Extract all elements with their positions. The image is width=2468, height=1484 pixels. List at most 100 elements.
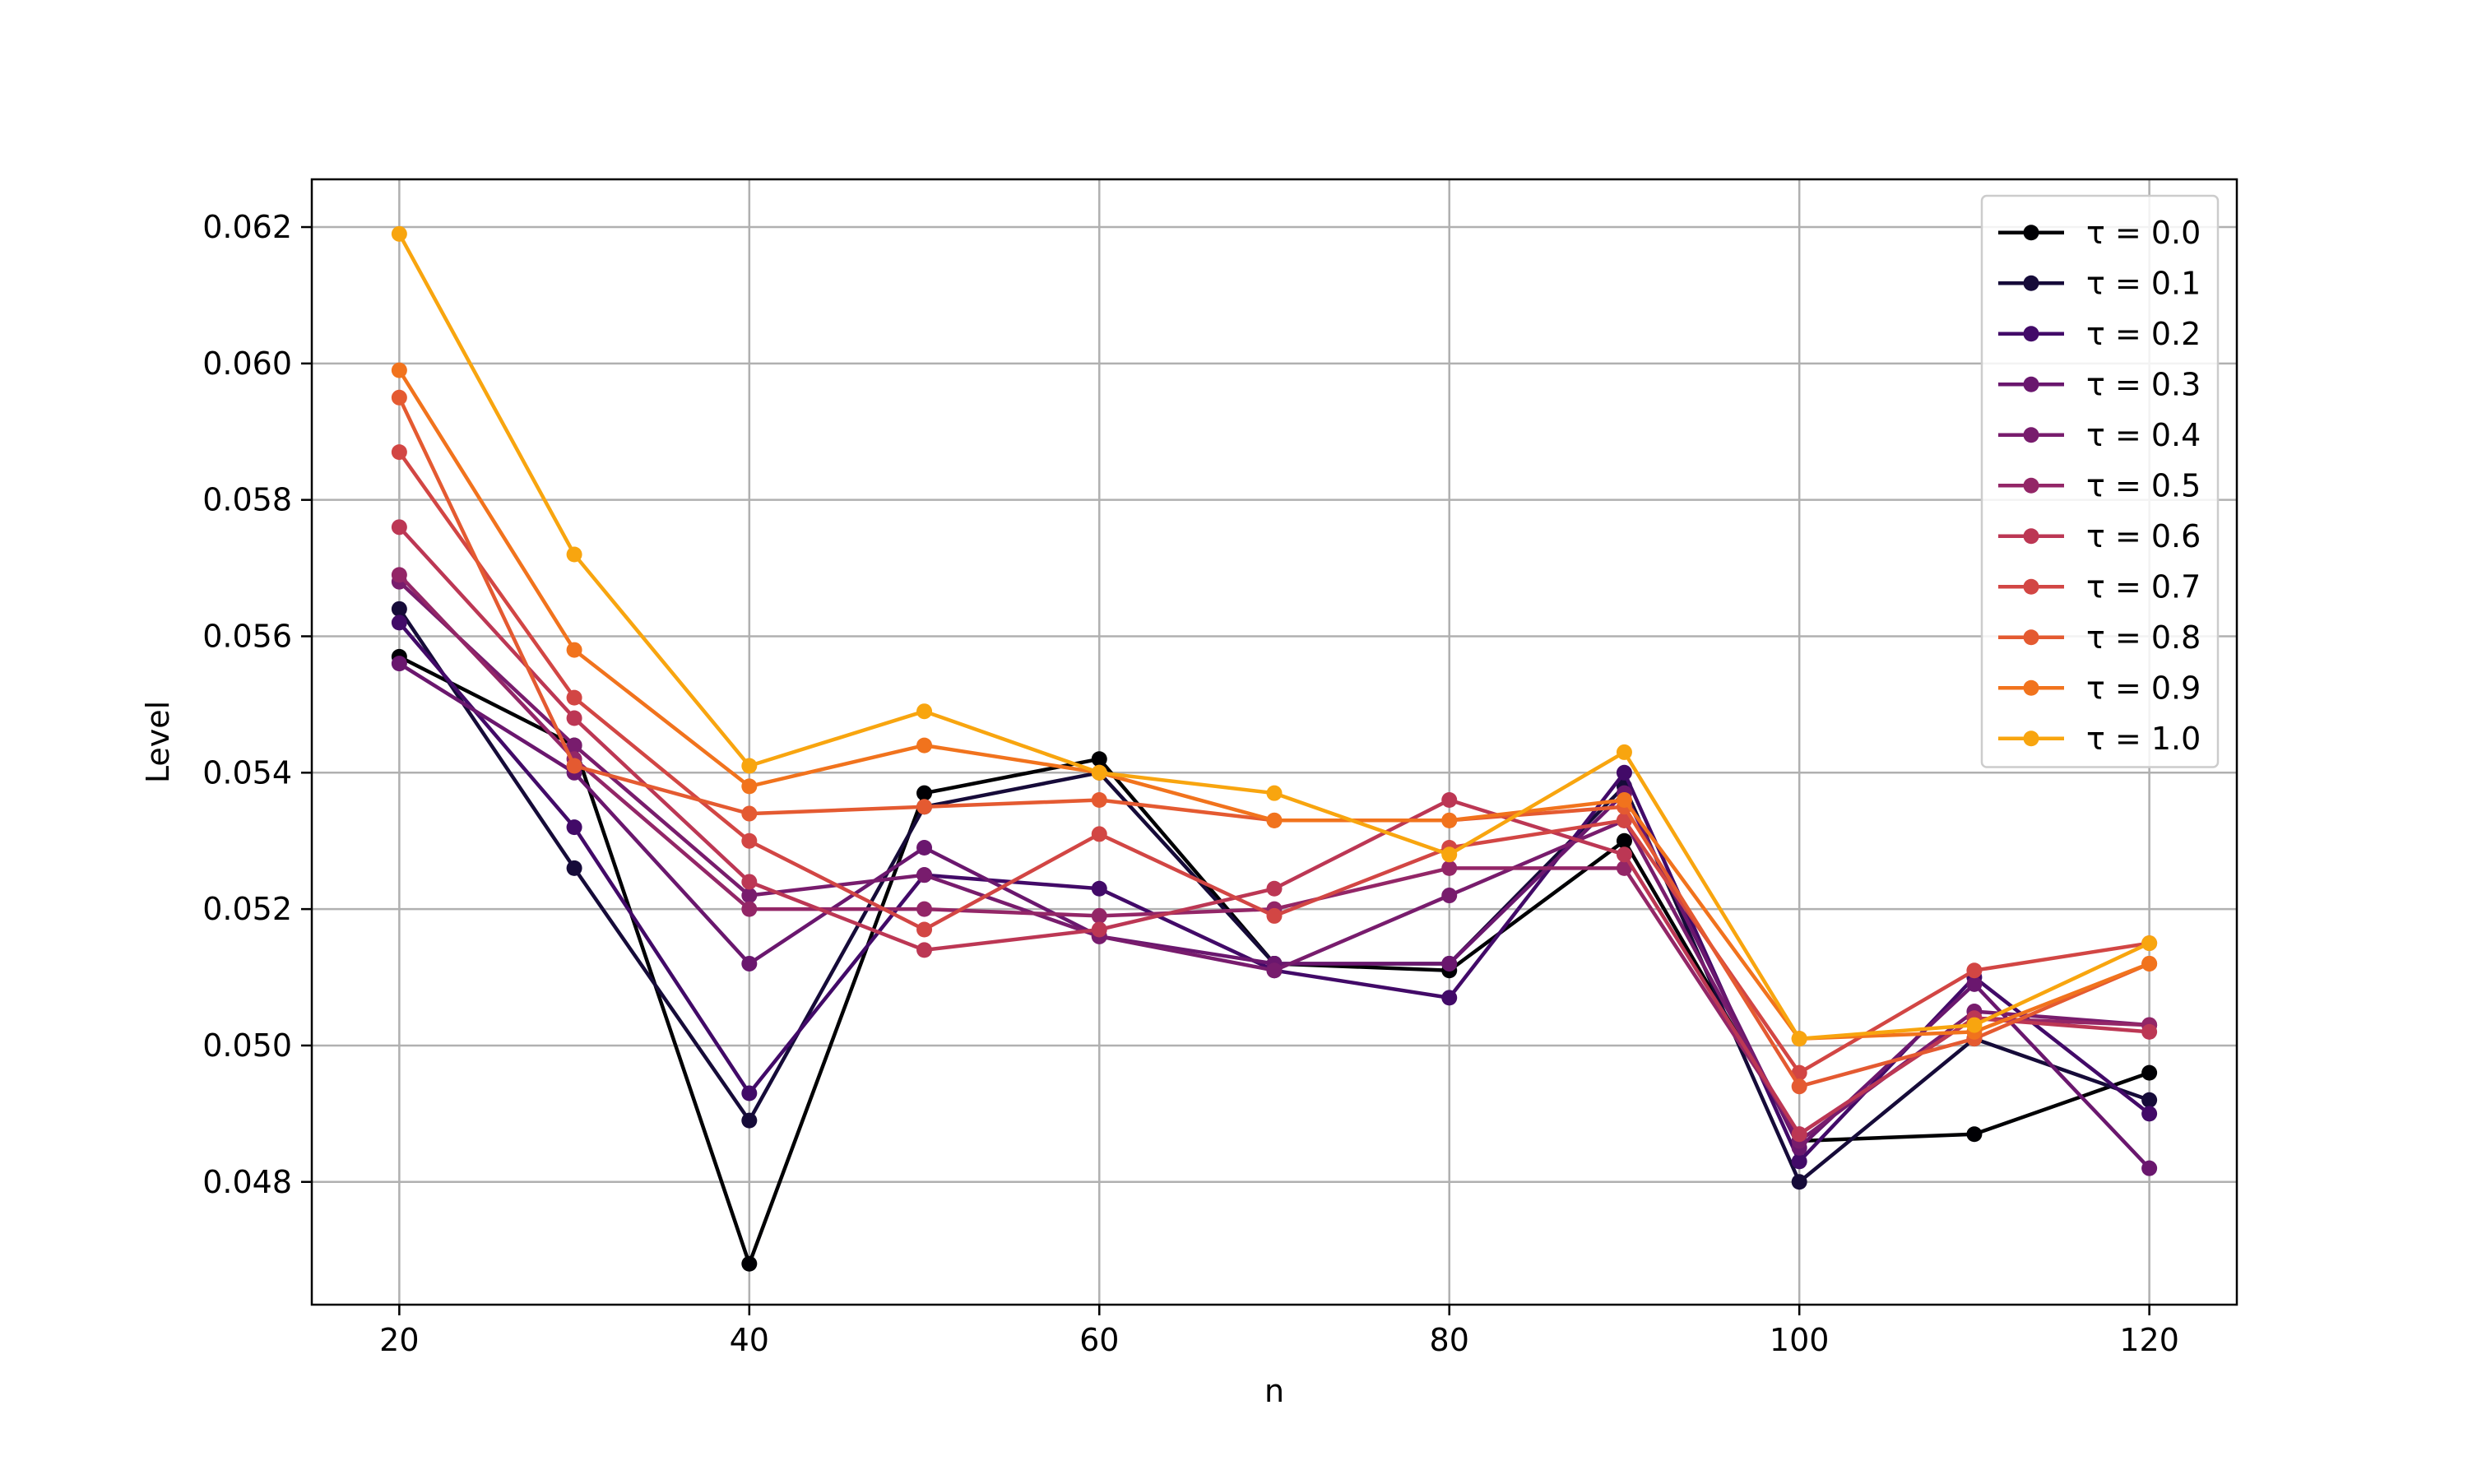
- data-point: [566, 737, 582, 754]
- data-point: [1791, 1031, 1807, 1047]
- data-point: [1266, 907, 1283, 924]
- data-point: [1616, 764, 1632, 781]
- y-tick-label: 0.050: [202, 1027, 292, 1064]
- legend-box: [1980, 194, 2220, 768]
- data-point: [566, 860, 582, 876]
- y-tick-label: 0.052: [202, 891, 292, 927]
- legend-label: τ = 0.1: [2086, 265, 2201, 301]
- y-tick-label: 0.048: [202, 1164, 292, 1200]
- data-point: [1441, 955, 1458, 972]
- legend-item: τ = 0.6: [1998, 518, 2201, 554]
- data-point: [1791, 1174, 1807, 1190]
- data-point: [1441, 791, 1458, 808]
- legend-swatch-marker: [2023, 376, 2039, 392]
- legend-item: τ = 0.1: [1998, 265, 2201, 301]
- legend-label: τ = 0.8: [2086, 619, 2201, 656]
- data-point: [391, 614, 407, 631]
- data-point: [566, 689, 582, 706]
- x-tick-label: 100: [1770, 1322, 1830, 1358]
- legend-label: τ = 0.4: [2086, 417, 2201, 453]
- legend-swatch-marker: [2023, 225, 2039, 241]
- data-point: [1441, 846, 1458, 863]
- legend-item: τ = 0.4: [1998, 417, 2201, 453]
- legend-label: τ = 0.3: [2086, 366, 2201, 402]
- data-point: [2141, 935, 2158, 952]
- data-point: [1441, 860, 1458, 876]
- data-point: [2141, 1106, 2158, 1122]
- data-point: [1266, 785, 1283, 801]
- data-point: [566, 819, 582, 836]
- series-6: [391, 519, 2158, 1143]
- data-point: [1791, 1078, 1807, 1095]
- data-point: [916, 840, 933, 856]
- legend-swatch-marker: [2023, 629, 2039, 646]
- data-point: [1616, 846, 1632, 863]
- x-tick-label: 20: [379, 1322, 419, 1358]
- data-point: [1616, 832, 1632, 849]
- series-10: [391, 225, 2158, 1047]
- data-point: [566, 758, 582, 774]
- data-point: [741, 758, 758, 774]
- legend-label: τ = 0.6: [2086, 518, 2201, 554]
- data-point: [741, 888, 758, 904]
- series-lines: [391, 225, 2158, 1272]
- legend-item: τ = 0.3: [1998, 366, 2201, 402]
- data-point: [916, 799, 933, 815]
- legend-item: τ = 0.8: [1998, 619, 2201, 656]
- data-point: [916, 921, 933, 938]
- x-tick-label: 60: [1079, 1322, 1119, 1358]
- x-tick-label: 120: [2119, 1322, 2179, 1358]
- data-point: [1616, 744, 1632, 760]
- data-point: [916, 703, 933, 720]
- data-point: [741, 832, 758, 849]
- x-tick-label: 40: [730, 1322, 769, 1358]
- data-point: [566, 546, 582, 563]
- legend-label: τ = 0.9: [2086, 670, 2201, 706]
- data-point: [391, 601, 407, 617]
- plot-frame: [310, 178, 2238, 1306]
- data-point: [1966, 976, 1983, 992]
- data-point: [916, 867, 933, 883]
- data-point: [566, 710, 582, 726]
- data-point: [2141, 1160, 2158, 1176]
- y-tick-label: 0.060: [202, 345, 292, 382]
- data-point: [2141, 1023, 2158, 1040]
- data-point: [1091, 791, 1107, 808]
- data-point: [391, 362, 407, 378]
- legend-label: τ = 1.0: [2086, 721, 2201, 757]
- legend-swatch-marker: [2023, 528, 2039, 545]
- legend-item: τ = 0.7: [1998, 568, 2201, 605]
- data-point: [741, 901, 758, 917]
- legend-label: τ = 0.2: [2086, 316, 2201, 352]
- data-point: [1966, 962, 1983, 979]
- data-point: [391, 225, 407, 242]
- data-point: [1091, 880, 1107, 897]
- y-tick-label: 0.062: [202, 209, 292, 245]
- legend-label: τ = 0.5: [2086, 467, 2201, 503]
- data-point: [741, 1255, 758, 1272]
- legend-swatch-marker: [2023, 679, 2039, 696]
- axis-ticks: 20 40 60 80 100 120 0.048 0.050 0.052 0.054 0.056 0…: [202, 209, 2179, 1358]
- data-point: [2141, 955, 2158, 972]
- data-point: [2141, 1092, 2158, 1108]
- data-point: [741, 1085, 758, 1101]
- grid-lines: [312, 179, 2237, 1305]
- data-point: [1091, 764, 1107, 781]
- data-point: [916, 737, 933, 754]
- data-point: [1616, 860, 1632, 876]
- data-point: [741, 1112, 758, 1129]
- legend-item: τ = 0.2: [1998, 316, 2201, 352]
- data-point: [1616, 791, 1632, 808]
- legend-swatch-marker: [2023, 578, 2039, 595]
- data-point: [1616, 812, 1632, 828]
- data-point: [1091, 826, 1107, 842]
- x-tick-label: 80: [1430, 1322, 1469, 1358]
- data-point: [1791, 1126, 1807, 1143]
- data-point: [916, 901, 933, 917]
- legend-item: τ = 0.0: [1998, 215, 2201, 251]
- data-point: [2141, 1064, 2158, 1081]
- y-tick-label: 0.058: [202, 482, 292, 518]
- legend-label: τ = 0.7: [2086, 568, 2201, 605]
- data-point: [1091, 751, 1107, 768]
